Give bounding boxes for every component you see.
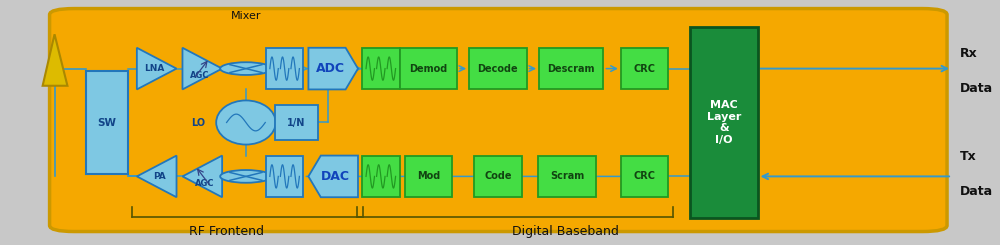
Polygon shape <box>137 48 177 89</box>
Polygon shape <box>182 48 222 89</box>
Text: Digital Baseband: Digital Baseband <box>512 225 619 238</box>
Polygon shape <box>308 48 358 89</box>
FancyBboxPatch shape <box>362 156 400 197</box>
Text: Demod: Demod <box>409 64 448 74</box>
FancyBboxPatch shape <box>690 27 758 218</box>
Text: Decode: Decode <box>478 64 518 74</box>
FancyBboxPatch shape <box>275 105 318 140</box>
Polygon shape <box>182 156 222 197</box>
Text: Tx: Tx <box>960 150 977 163</box>
Text: Descram: Descram <box>547 64 595 74</box>
FancyBboxPatch shape <box>400 48 457 89</box>
Text: Mod: Mod <box>417 172 440 181</box>
Text: Mixer: Mixer <box>231 11 261 21</box>
Text: Rx: Rx <box>960 47 978 61</box>
Text: AGC: AGC <box>190 72 210 80</box>
FancyBboxPatch shape <box>539 48 603 89</box>
Polygon shape <box>43 34 67 86</box>
FancyBboxPatch shape <box>474 156 522 197</box>
Text: CRC: CRC <box>634 64 656 74</box>
FancyBboxPatch shape <box>362 48 400 89</box>
FancyBboxPatch shape <box>266 156 303 197</box>
FancyBboxPatch shape <box>469 48 527 89</box>
Circle shape <box>220 62 272 75</box>
Text: RF Frontend: RF Frontend <box>189 225 264 238</box>
Circle shape <box>220 170 272 183</box>
Text: LNA: LNA <box>144 64 164 73</box>
Text: AGC: AGC <box>195 179 214 188</box>
Text: DAC: DAC <box>321 170 350 183</box>
Text: LO: LO <box>191 118 205 127</box>
Text: ADC: ADC <box>316 62 345 75</box>
Text: MAC
Layer
&
I/O: MAC Layer & I/O <box>707 100 741 145</box>
Text: Data: Data <box>960 82 993 95</box>
FancyBboxPatch shape <box>621 48 668 89</box>
FancyBboxPatch shape <box>266 48 303 89</box>
Text: Data: Data <box>960 184 993 198</box>
Text: PA: PA <box>153 172 165 181</box>
Polygon shape <box>137 156 177 197</box>
FancyBboxPatch shape <box>86 71 128 174</box>
Text: Scram: Scram <box>550 172 584 181</box>
FancyBboxPatch shape <box>50 9 947 232</box>
Ellipse shape <box>216 100 276 145</box>
Text: CRC: CRC <box>634 172 656 181</box>
FancyBboxPatch shape <box>621 156 668 197</box>
FancyBboxPatch shape <box>538 156 596 197</box>
FancyBboxPatch shape <box>405 156 452 197</box>
Text: 1/N: 1/N <box>287 118 306 127</box>
Text: SW: SW <box>98 118 117 127</box>
Text: Code: Code <box>484 172 512 181</box>
Polygon shape <box>308 156 358 197</box>
